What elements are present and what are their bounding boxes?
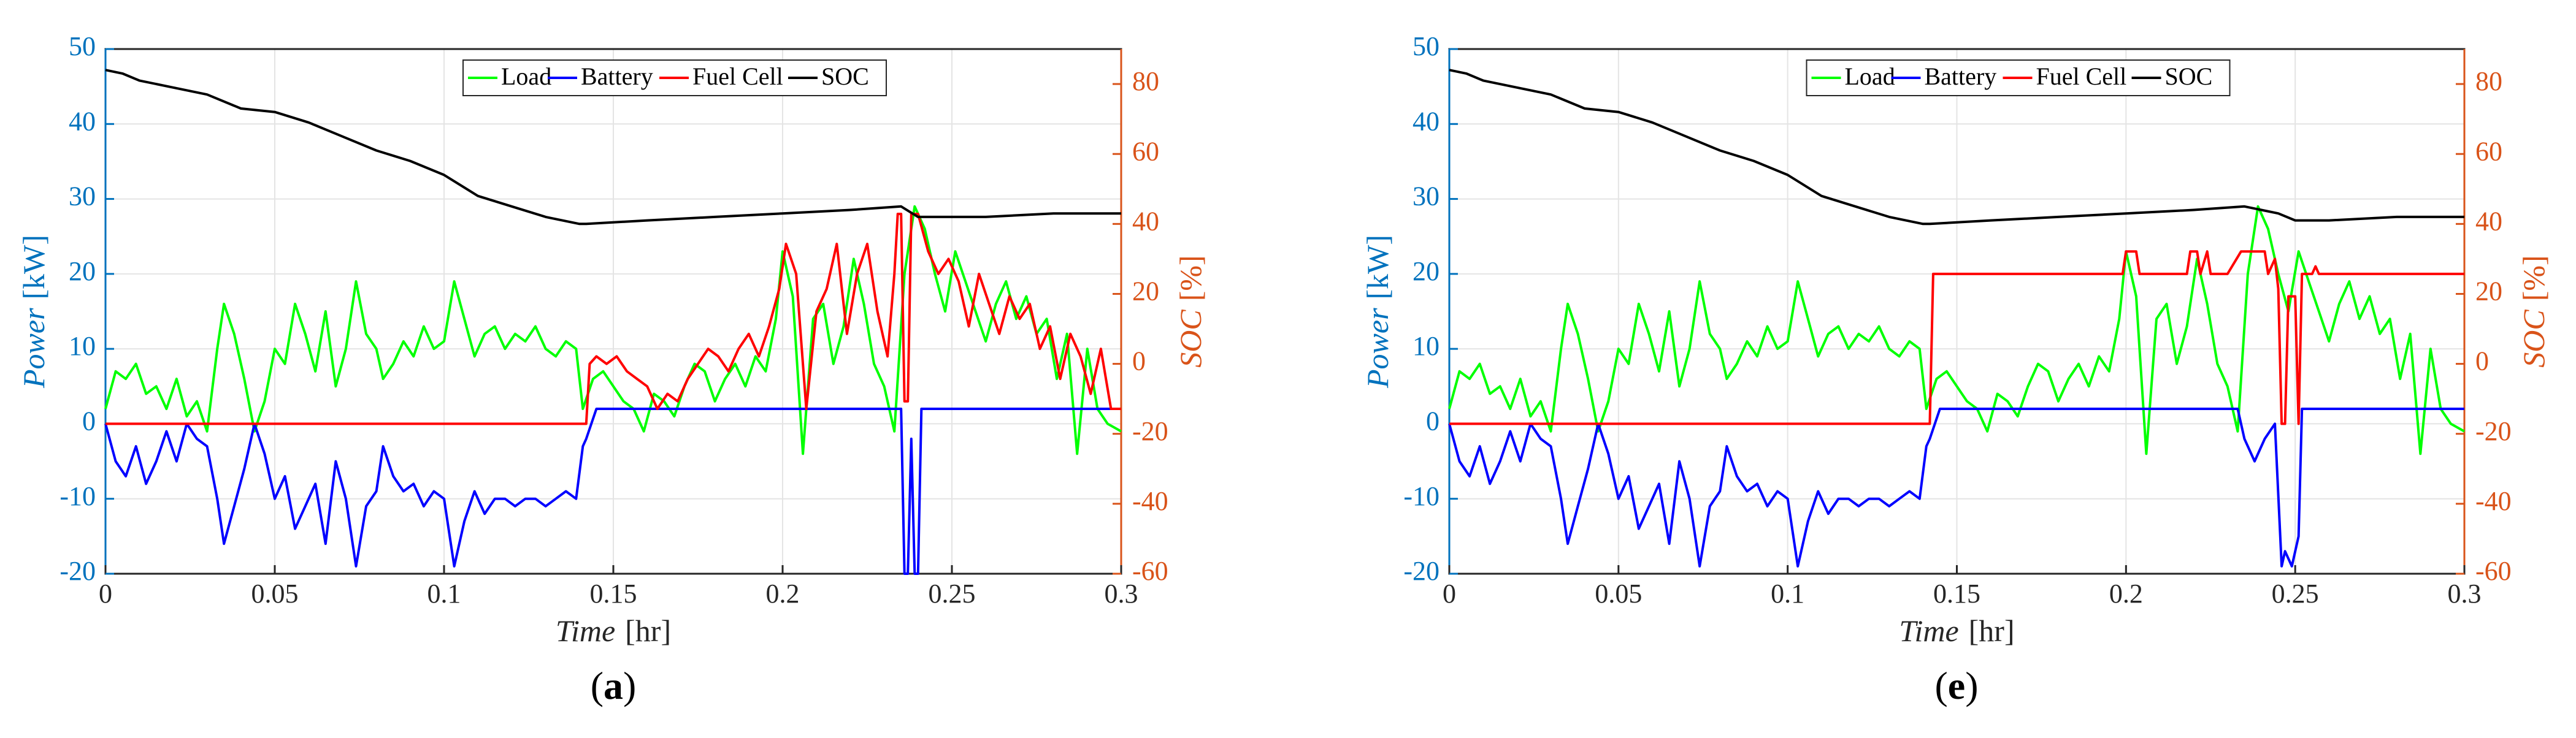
panel-label: (e) [1934, 664, 1978, 707]
series-line-battery [104, 408, 1121, 575]
x-axis-label-unit: [hr] [625, 614, 671, 648]
legend-label-soc: SOC [821, 63, 869, 90]
series-line-load [1448, 205, 2465, 455]
y-right-tick-label: 40 [1132, 206, 1159, 236]
y-left-tick-label: 0 [82, 406, 96, 436]
y-right-tick-label: -40 [2475, 486, 2512, 516]
panel-label-open: ( [1934, 664, 1947, 707]
y-right-tick-label: -60 [1132, 556, 1168, 586]
y-left-tick-label: 20 [69, 256, 96, 286]
series-line-soc [105, 69, 1121, 226]
y-left-tick-label: 50 [1413, 31, 1439, 61]
y-left-tick-label: 0 [1426, 406, 1439, 436]
grid [1449, 48, 2465, 574]
x-tick-label: 0.05 [1595, 579, 1642, 609]
y-right-tick-label: 80 [2475, 66, 2502, 96]
x-axis-label-unit: [hr] [1969, 614, 2015, 648]
y-left-axis-label-unit: [kW] [1360, 235, 1395, 300]
x-tick-label: 0.1 [1771, 579, 1804, 609]
y-right-tick-label: 60 [2475, 136, 2502, 166]
y-right-axis-label: SOC [%] [2517, 255, 2551, 367]
y-left-tick-label: -10 [59, 481, 96, 511]
y-left-axis-label-unit: [kW] [17, 235, 51, 300]
panel-label: (a) [591, 664, 637, 707]
series-group [1448, 69, 2465, 568]
y-right-axis-label-unit: [%] [1173, 255, 1208, 301]
legend-label-soc: SOC [2165, 63, 2213, 90]
y-right-tick-label: 0 [2475, 346, 2489, 376]
legend-label-battery: Battery [581, 63, 653, 90]
x-tick-label: 0.3 [1105, 579, 1138, 609]
x-tick-label: 0 [99, 579, 112, 609]
legend-label-battery: Battery [1925, 63, 1997, 90]
y-right-tick-label: 20 [2475, 276, 2502, 306]
y-right-axis-label-unit: [%] [2517, 255, 2551, 301]
y-right-tick-label: -20 [2475, 416, 2512, 446]
y-left-axis-label: Power [kW] [1360, 235, 1395, 389]
y-left-axis-label-name: Power [17, 308, 51, 389]
y-left-tick-label: 30 [69, 181, 96, 211]
panel-label-open: ( [591, 664, 604, 707]
y-left-tick-label: 50 [69, 31, 96, 61]
x-tick-label: 0.15 [590, 579, 637, 609]
y-left-tick-label: 10 [1413, 331, 1439, 361]
y-right-tick-label: 80 [1132, 66, 1159, 96]
series-line-fuel-cell [105, 213, 1121, 425]
x-tick-label: 0 [1443, 579, 1456, 609]
panel-label-close: ) [623, 664, 636, 707]
panel-label-letter: a [604, 664, 623, 707]
y-left-tick-label: 40 [69, 106, 96, 136]
x-tick-label: 0.25 [2272, 579, 2319, 609]
y-left-tick-label: 20 [1413, 256, 1439, 286]
y-right-axis-label-name: SOC [2517, 310, 2551, 368]
y-right-tick-label: 60 [1132, 136, 1159, 166]
legend-label-load: Load [501, 63, 551, 90]
y-right-tick-label: 40 [2475, 206, 2502, 236]
y-right-tick-label: 20 [1132, 276, 1159, 306]
y-right-tick-label: -20 [1132, 416, 1168, 446]
y-left-tick-label: 40 [1413, 106, 1439, 136]
legend-label-load: Load [1845, 63, 1895, 90]
y-right-axis-label: SOC [%] [1173, 255, 1208, 367]
x-tick-label: 0.3 [2448, 579, 2482, 609]
x-axis-label-name: Time [556, 614, 615, 648]
series-line-soc [1449, 69, 2464, 226]
y-left-tick-label: 30 [1413, 181, 1439, 211]
y-left-axis-label-name: Power [1360, 308, 1395, 389]
x-tick-label: 0.2 [766, 579, 800, 609]
y-left-tick-label: -10 [1403, 481, 1439, 511]
x-axis-label: Time [hr] [556, 614, 671, 648]
x-tick-label: 0.15 [1933, 579, 1980, 609]
x-tick-label: 0.25 [929, 579, 976, 609]
x-tick-label: 0.1 [427, 579, 461, 609]
y-left-axis-label: Power [kW] [17, 235, 51, 389]
legend-label-fuel-cell: Fuel Cell [2036, 63, 2127, 90]
x-tick-label: 0.05 [251, 579, 299, 609]
series-line-fuel-cell [1449, 250, 2464, 425]
y-left-tick-label: -20 [1403, 556, 1439, 586]
y-right-tick-label: -40 [1132, 486, 1168, 516]
chart-panel-a: 0 0.05 0.1 0.15 0.2 0.25 0.3 -20 -10 0 10 20 30 40 50 -… [17, 31, 1208, 707]
legend-label-fuel-cell: Fuel Cell [692, 63, 783, 90]
series-group [104, 69, 1122, 575]
y-right-tick-label: 0 [1132, 346, 1146, 376]
grid [105, 48, 1122, 574]
y-right-axis-label-name: SOC [1173, 310, 1208, 368]
y-left-tick-label: -20 [59, 556, 96, 586]
x-tick-label: 0.2 [2109, 579, 2143, 609]
panel-label-letter: e [1948, 664, 1965, 707]
legend: Load Battery Fuel Cell SOC [462, 59, 887, 96]
y-left-tick-label: 10 [69, 331, 96, 361]
y-right-tick-label: -60 [2475, 556, 2512, 586]
panel-label-close: ) [1965, 664, 1978, 707]
chart-panel-e: 0 0.05 0.1 0.15 0.2 0.25 0.3 -20 -10 0 10 20 30 40 50 -… [1360, 31, 2551, 707]
series-line-battery [1448, 408, 2464, 568]
x-axis-label: Time [hr] [1899, 614, 2014, 648]
x-axis-label-name: Time [1899, 614, 1958, 648]
series-line-load [104, 205, 1122, 455]
legend: Load Battery Fuel Cell SOC [1806, 59, 2231, 96]
